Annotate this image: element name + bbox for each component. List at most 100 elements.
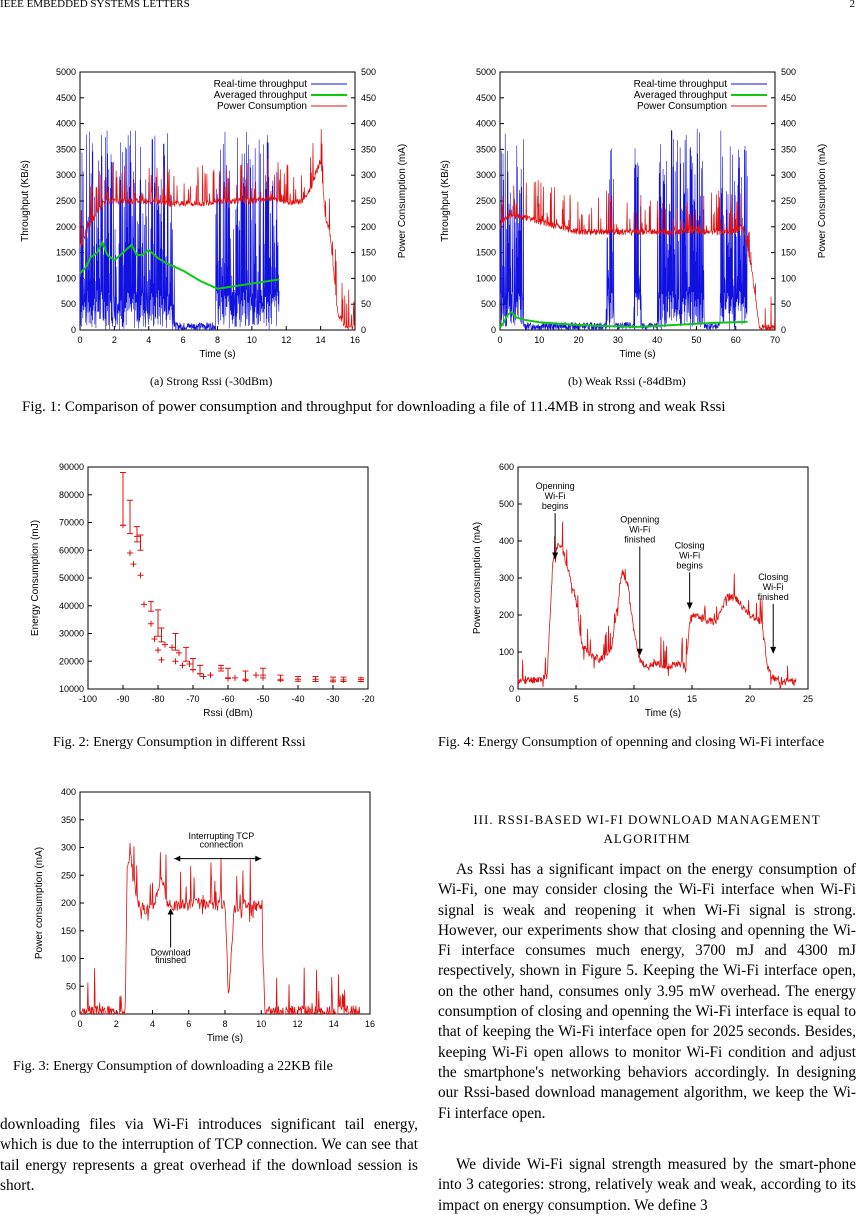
error-bar	[218, 664, 224, 672]
legend-label: Power Consumption	[217, 101, 307, 112]
data-point	[186, 661, 193, 668]
error-bar	[358, 677, 364, 683]
legend-label: Power Consumption	[637, 101, 727, 112]
y-tick-label: 4000	[56, 119, 76, 129]
data-point	[207, 672, 214, 679]
power-consumption-series	[79, 129, 355, 331]
section-title-line1: RSSI-BASED WI-FI DOWNLOAD MANAGEMENT	[497, 812, 821, 827]
y-tick-label: 200	[499, 610, 514, 620]
y-tick-label: 5000	[476, 67, 496, 77]
y-tick-label: 5000	[56, 67, 76, 77]
fig1a-subcaption: (a) Strong Rssi (-30dBm)	[150, 374, 273, 388]
x-tick-label: -80	[151, 694, 164, 704]
x-tick-label: 60	[731, 335, 741, 345]
error-bar	[197, 664, 203, 675]
x-tick-label: -60	[221, 694, 234, 704]
error-bar	[225, 667, 231, 679]
annotation-label-0: begins	[542, 501, 569, 511]
y2-tick-label: 0	[361, 325, 366, 335]
error-bar	[260, 667, 266, 676]
journal-header: IEEE EMBEDDED SYSTEMS LETTERS	[0, 0, 190, 10]
y2-tick-label: 500	[781, 67, 796, 77]
paragraph-1: As Rssi has a significant impact on the …	[438, 861, 856, 1122]
fig2-chart: -100 -90 -80 -70 -60 -50 -40 -30 -20 10000 20000 30…	[30, 462, 375, 719]
x-tick-label: 14	[329, 1019, 339, 1029]
data-point	[127, 550, 133, 557]
error-bar	[340, 676, 347, 683]
y-tick-label: 0	[71, 1009, 76, 1019]
y-tick-label: 3500	[476, 144, 496, 154]
y2-tick-label: 400	[361, 119, 376, 129]
y-tick-label: 50000	[59, 573, 84, 583]
y-tick-label: 100	[499, 647, 514, 657]
x-axis-label: Time (s)	[645, 708, 681, 719]
realtime-throughput-series	[79, 130, 280, 331]
data-point	[162, 641, 168, 648]
power-consumption-series	[499, 180, 776, 332]
annotation-label-2: begins	[676, 560, 703, 570]
data-point	[176, 649, 182, 656]
x-tick-label: 6	[186, 1019, 191, 1029]
section-number: III.	[473, 812, 494, 827]
averaged-throughput-series	[499, 310, 748, 329]
x-tick-label: 0	[497, 335, 502, 345]
y-tick-label: 80000	[59, 490, 84, 500]
legend-label: Averaged throughput	[634, 90, 727, 101]
averaged-throughput-series	[79, 239, 280, 290]
legend-label: Real-time throughput	[634, 79, 728, 90]
x-tick-label: -100	[79, 694, 97, 704]
data-point	[130, 561, 137, 568]
y2-tick-label: 350	[361, 144, 376, 154]
y2-axis-label: Power Consumption (mA)	[397, 144, 408, 258]
annotation-arrowhead-2	[686, 602, 693, 610]
x-axis-label: Rssi (dBm)	[203, 708, 252, 719]
y2-tick-label: 400	[781, 119, 796, 129]
left-column-paragraph: downloading files via Wi-Fi introduces s…	[0, 1116, 418, 1194]
x-tick-label: -20	[361, 694, 374, 704]
data-point	[232, 674, 238, 681]
fig4-caption: Fig. 4: Energy Consumption of openning a…	[438, 735, 825, 750]
x-tick-label: 2	[112, 335, 117, 345]
x-tick-label: 8	[222, 1019, 227, 1029]
y-tick-label: 1000	[476, 273, 496, 283]
annotation-label-1: Wi-Fi	[629, 525, 650, 535]
x-tick-label: 6	[181, 335, 186, 345]
annotation-label-0: Openning	[536, 481, 575, 491]
section-title-line2: ALGORITHM	[603, 831, 691, 846]
fig1-caption: Fig. 1: Comparison of power consumption …	[22, 399, 726, 415]
x-axis-label: Time (s)	[207, 1033, 243, 1044]
y-tick-label: 4000	[476, 119, 496, 129]
x-tick-label: -70	[186, 694, 199, 704]
y2-tick-label: 0	[781, 325, 786, 335]
error-bar	[148, 601, 154, 612]
y-tick-label: 1000	[56, 273, 76, 283]
data-point	[260, 674, 266, 681]
realtime-throughput-series	[499, 128, 748, 331]
y-tick-label: 2500	[476, 196, 496, 206]
y2-tick-label: 500	[361, 67, 376, 77]
paragraph-2: We divide Wi-Fi signal strength measured…	[438, 1156, 856, 1214]
x-tick-label: 70	[770, 335, 780, 345]
annotation-download-line2: finished	[155, 955, 186, 965]
y-tick-label: 3000	[56, 170, 76, 180]
plot-frame	[79, 791, 371, 1015]
annotation-arrowhead-3	[770, 646, 777, 654]
y-tick-label: 70000	[59, 518, 84, 528]
data-point	[151, 636, 158, 643]
error-bar	[277, 674, 284, 682]
error-bar	[190, 657, 196, 671]
annotation-download-line1: Download	[151, 948, 191, 958]
annotation-label-1: finished	[624, 535, 655, 545]
legend-label: Real-time throughput	[214, 79, 308, 90]
x-tick-label: 12	[292, 1019, 302, 1029]
data-point	[172, 658, 179, 665]
annotation-tcp-line2: connection	[200, 840, 244, 850]
y-tick-label: 250	[61, 870, 76, 880]
x-tick-label: 10	[534, 335, 544, 345]
x-tick-label: 20	[574, 335, 584, 345]
y-tick-label: 40000	[59, 601, 84, 611]
y-tick-label: 500	[61, 299, 76, 309]
x-tick-label: 2	[114, 1019, 119, 1029]
y2-tick-label: 200	[361, 222, 376, 232]
x-tick-label: 5	[573, 694, 578, 704]
